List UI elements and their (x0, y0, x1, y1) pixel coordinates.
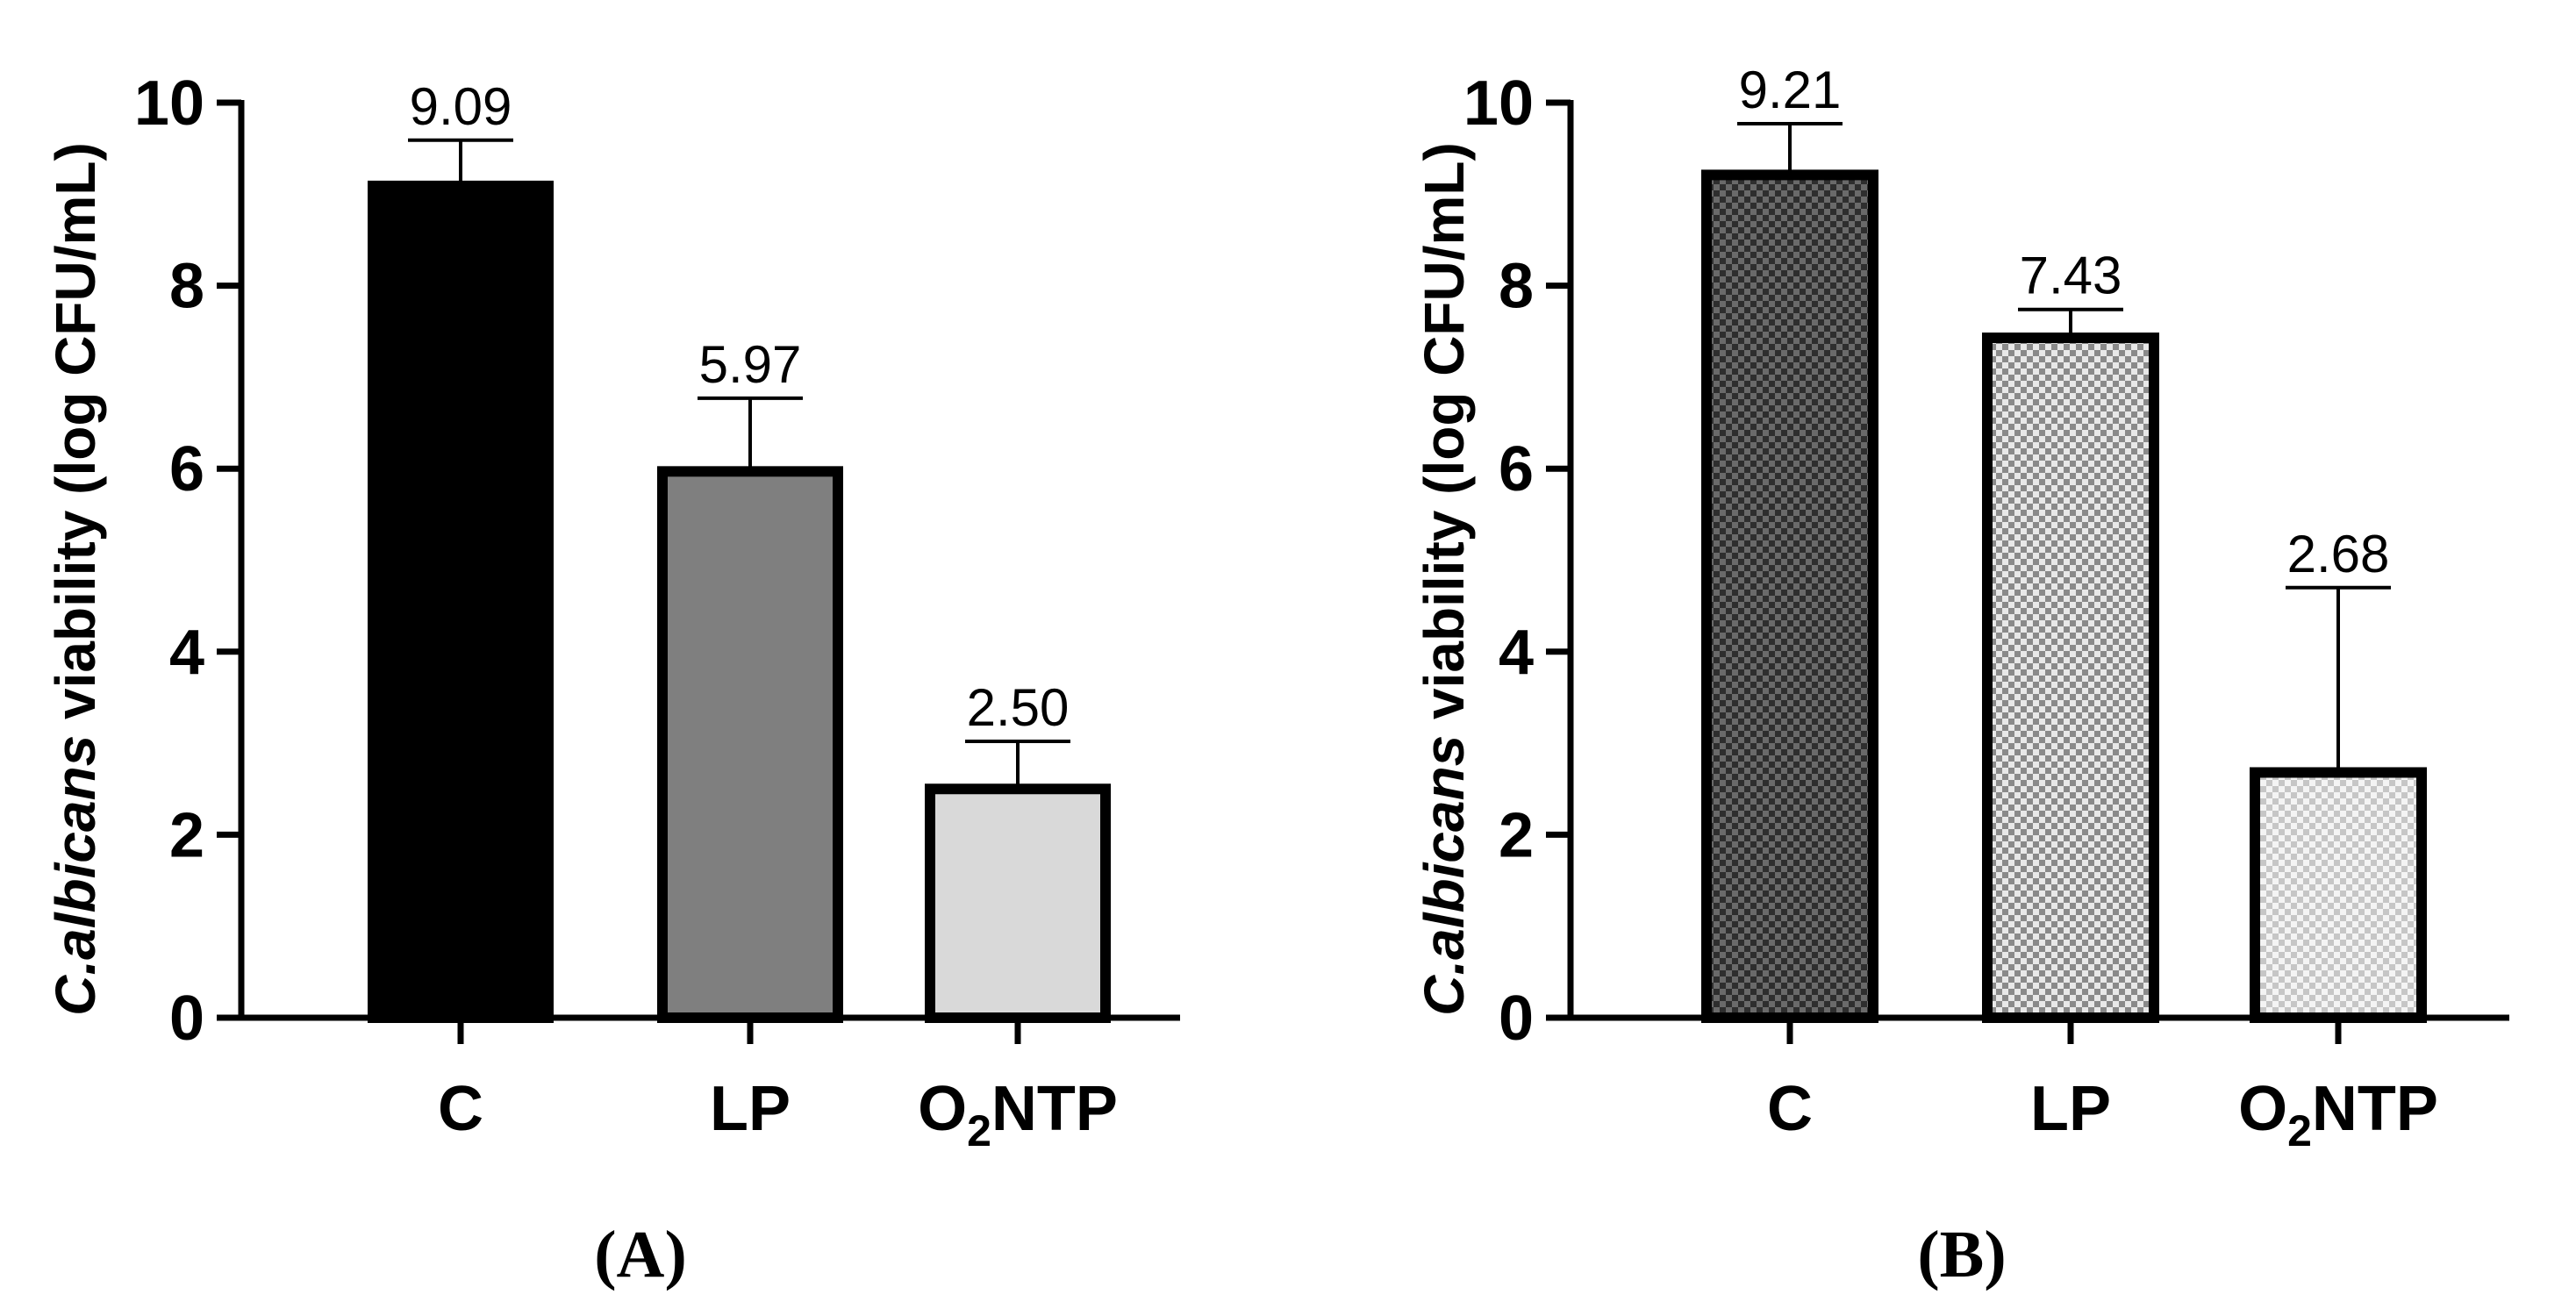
bar (925, 783, 1111, 1023)
y-axis-label-measure: viability (log CFU/mL) (1413, 142, 1476, 735)
bar-value-label: 9.09 (410, 77, 512, 136)
panel-label: (A) (594, 1218, 687, 1291)
y-tick-label: 0 (1499, 984, 1534, 1054)
y-tick-label: 10 (1463, 68, 1534, 139)
category-label: LP (710, 1074, 791, 1144)
category-label: O2NTP (2238, 1074, 2438, 1155)
panel-label: (B) (1917, 1218, 2006, 1291)
y-tick-label: 6 (1499, 434, 1534, 504)
bar-value-label: 2.68 (2287, 525, 2390, 583)
y-tick-label: 4 (169, 618, 204, 688)
y-tick-label: 8 (169, 252, 204, 322)
category-labels: C LP O2NTP (1767, 1074, 2438, 1155)
y-axis-label: C.albicans viability (log CFU/mL) (44, 142, 107, 1016)
bars: 9.21 7.43 2.68 (1701, 61, 2427, 1024)
bar (657, 466, 843, 1023)
bar (1982, 333, 2159, 1023)
y-tick-label: 2 (169, 800, 204, 870)
chart-panel-b: C.albicans viability (log CFU/mL) 0 2 4 6 8 1… (1413, 61, 2509, 1291)
panel-letter: B (1940, 1218, 1985, 1291)
y-axis-label-organism: C.albicans (1413, 735, 1476, 1016)
panel-letter: A (617, 1218, 665, 1291)
category-label: C (438, 1074, 483, 1144)
bar (368, 180, 554, 1023)
y-tick-label: 6 (169, 434, 204, 504)
category-label: C (1767, 1074, 1813, 1144)
bars: 9.09 5.97 2.50 (368, 77, 1111, 1023)
y-axis-label-measure: viability (log CFU/mL) (44, 142, 107, 735)
category-labels: C LP O2NTP (438, 1074, 1118, 1155)
category-label: LP (2030, 1074, 2111, 1144)
y-tick-label: 10 (134, 68, 204, 139)
y-tick-label: 2 (1499, 800, 1534, 870)
chart-panel-a: C.albicans viability (log CFU/mL) 0 2 4 6 8 1… (44, 68, 1180, 1291)
bar-value-label: 9.21 (1739, 61, 1842, 119)
bar (1701, 169, 1878, 1024)
y-tick-label: 8 (1499, 252, 1534, 322)
y-tick-label: 0 (169, 984, 204, 1054)
bar-value-label: 2.50 (967, 678, 1070, 737)
category-label: O2NTP (918, 1074, 1118, 1155)
y-axis-label-organism: C.albicans (44, 735, 107, 1016)
bar-value-label: 7.43 (2020, 247, 2122, 305)
y-tick-label: 4 (1499, 618, 1534, 688)
bar-value-label: 5.97 (699, 335, 802, 394)
bar (2250, 767, 2427, 1023)
y-axis-label: C.albicans viability (log CFU/mL) (1413, 142, 1476, 1016)
